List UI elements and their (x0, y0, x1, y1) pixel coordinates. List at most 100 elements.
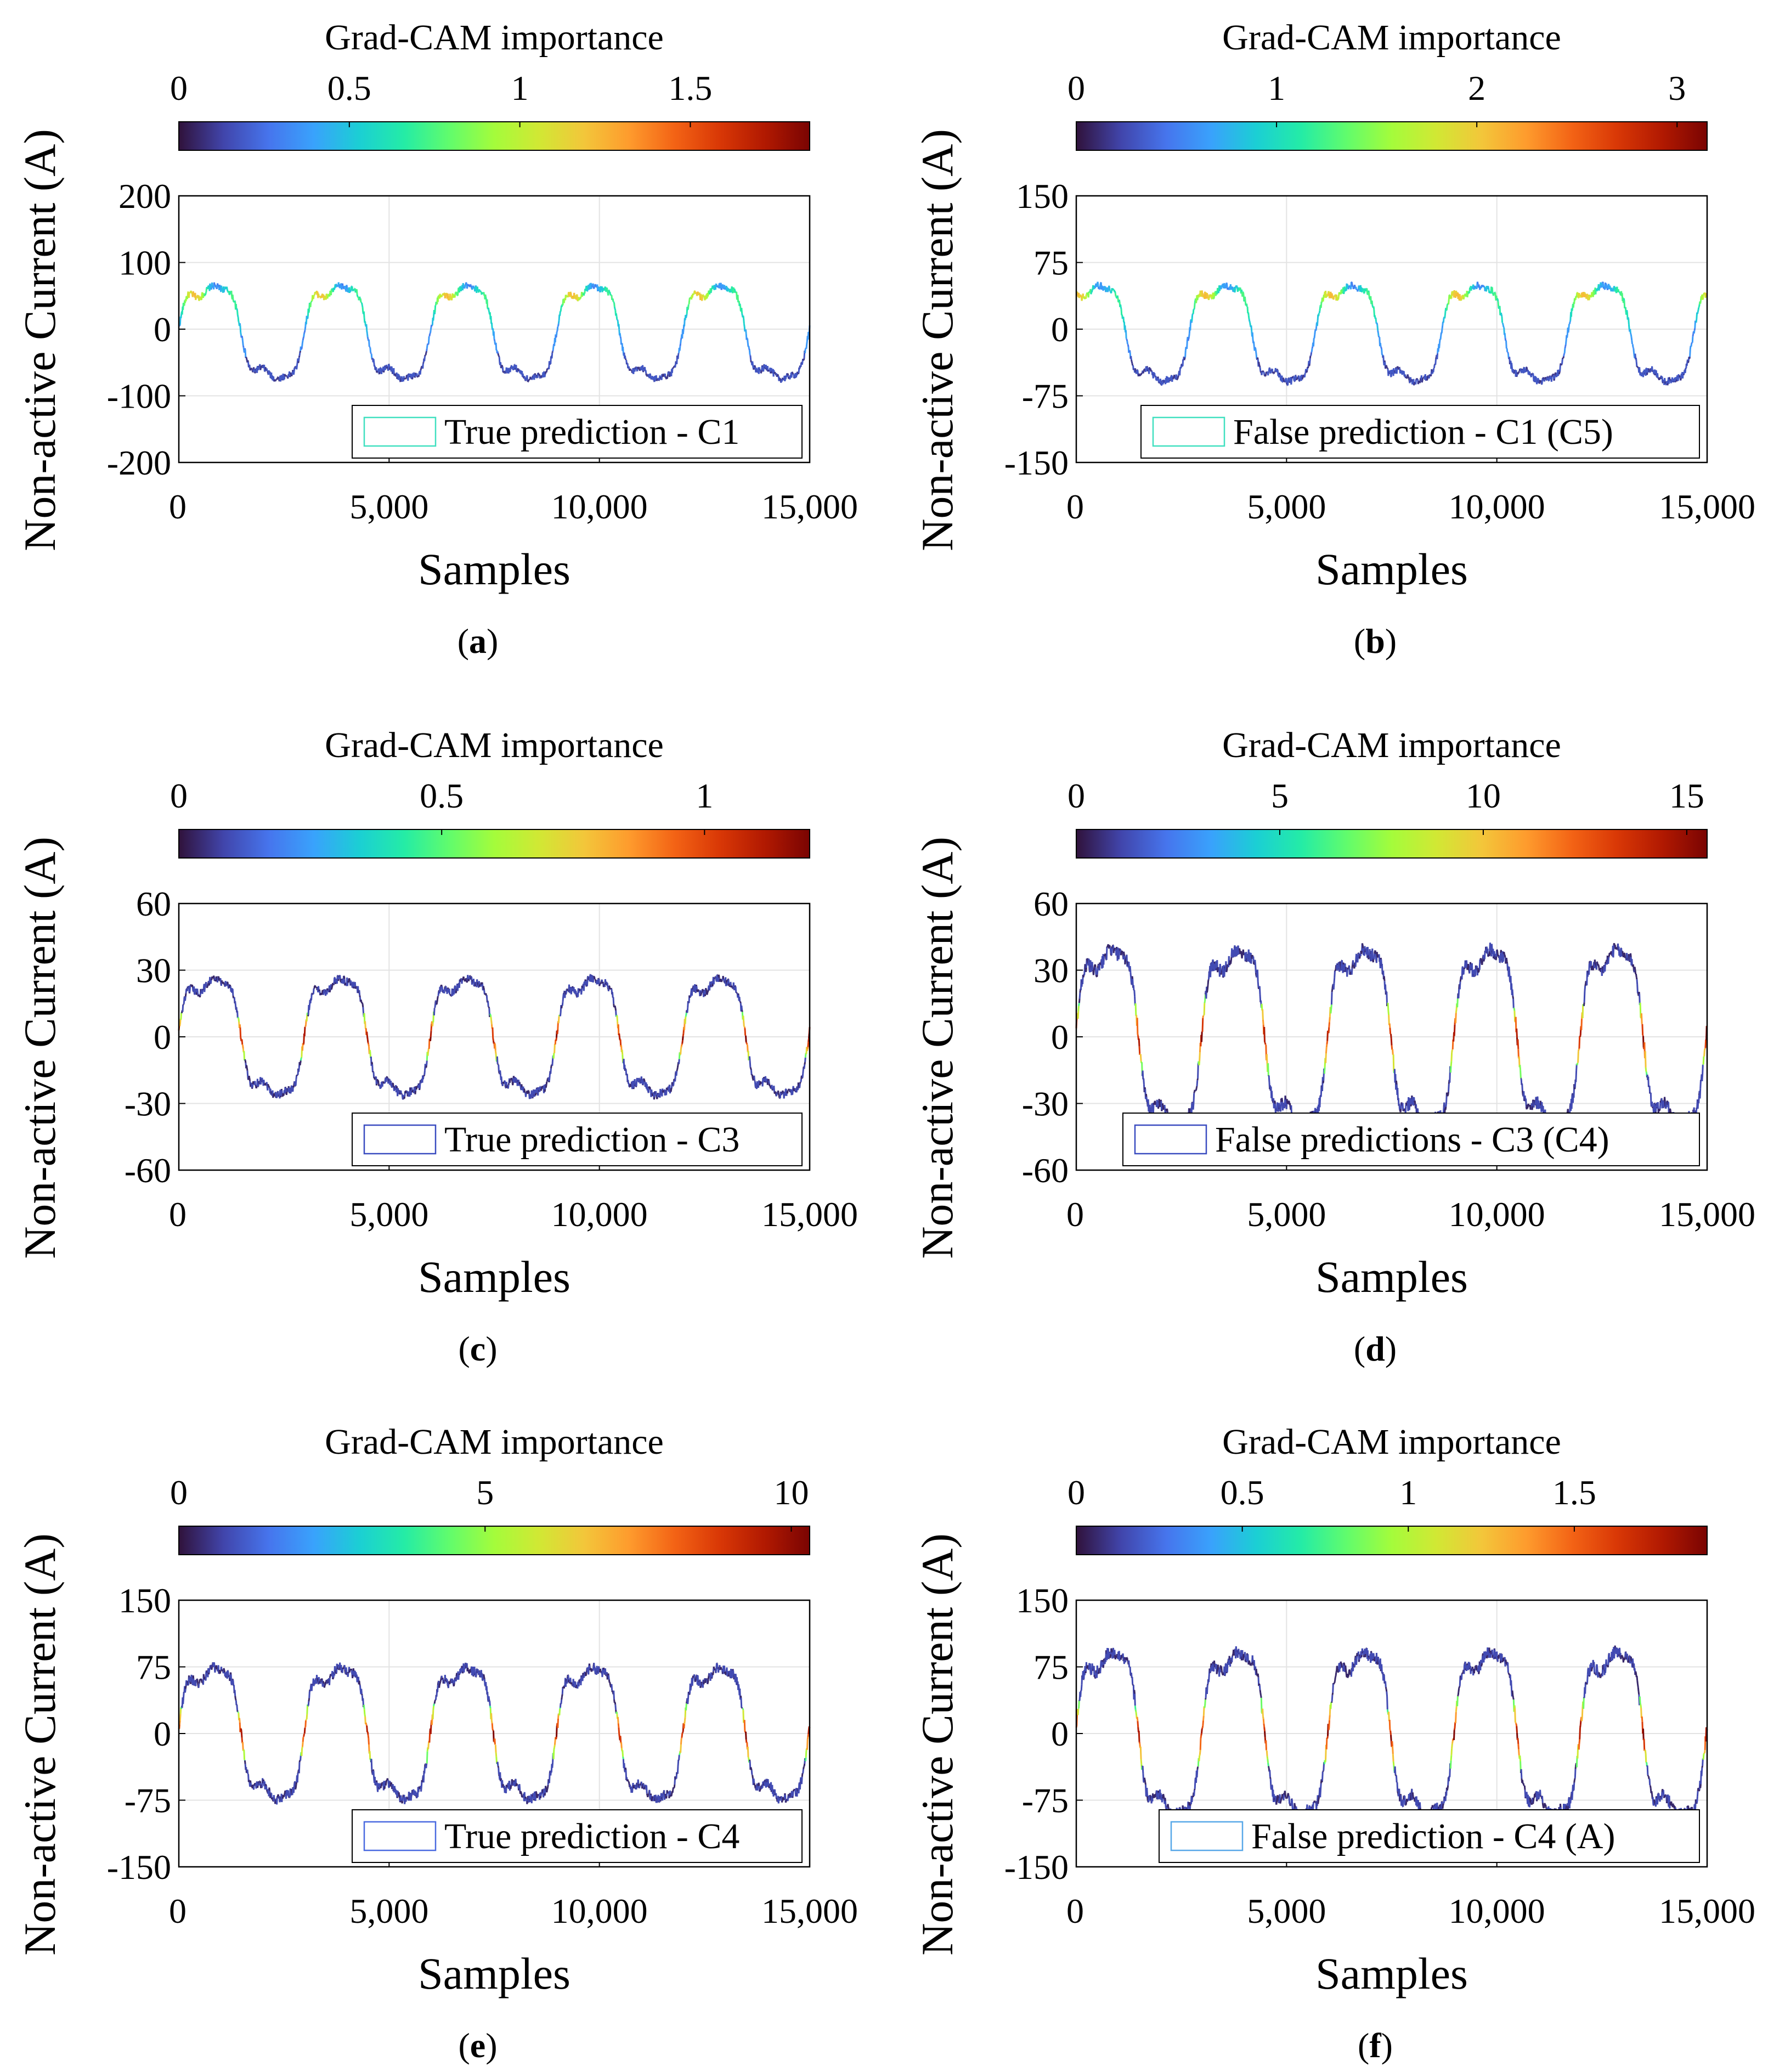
signal-segment (433, 312, 436, 315)
signal-segment (717, 976, 720, 983)
signal-segment (1417, 381, 1420, 385)
signal-segment (299, 1063, 302, 1066)
legend-label: False prediction - C1 (C5) (1233, 412, 1613, 452)
signal-segment (777, 1093, 780, 1096)
signal-segment (188, 992, 191, 994)
signal-segment (427, 343, 430, 345)
signal-segment (1675, 379, 1678, 382)
x-tick-label: 10,000 (1449, 487, 1545, 526)
signal-segment (1296, 376, 1299, 380)
signal-segment (1236, 286, 1239, 289)
signal-segment (1468, 292, 1471, 294)
signal-segment (548, 1075, 551, 1081)
signal-segment (700, 295, 703, 298)
signal-segment (676, 1067, 679, 1070)
signal-segment (318, 989, 321, 991)
signal-segment (285, 1091, 288, 1096)
signal-segment (1077, 1006, 1080, 1012)
signal-segment (223, 288, 226, 291)
panel-caption: (a) (457, 622, 499, 660)
x-tick-label: 15,000 (761, 1195, 858, 1234)
colorbar-tick-label: 0 (170, 69, 188, 108)
signal-segment (1169, 380, 1171, 382)
signal-segment (1207, 979, 1210, 981)
signal-segment (452, 989, 454, 990)
signal-segment (742, 1015, 745, 1021)
signal-segment (1213, 962, 1215, 972)
signal-segment (1648, 369, 1651, 372)
signal-segment (416, 376, 419, 378)
signal-segment (1141, 372, 1143, 374)
signal-segment (1505, 340, 1507, 349)
signal-segment (586, 290, 589, 292)
signal-segment (682, 1036, 684, 1041)
signal-segment (293, 367, 296, 372)
signal-segment (534, 1093, 537, 1096)
signal-segment (1186, 340, 1188, 349)
signal-segment (492, 1038, 494, 1041)
signal-segment (204, 293, 207, 296)
signal-segment (272, 1094, 274, 1098)
signal-segment (484, 294, 487, 298)
colorbar-tick-label: 1 (696, 776, 713, 815)
signal-segment (556, 326, 559, 331)
signal-segment (257, 366, 260, 371)
colorbar-title: Grad-CAM importance (1222, 18, 1561, 58)
signal-segment (1613, 285, 1616, 287)
signal-segment (248, 1075, 251, 1079)
signal-segment (1126, 338, 1128, 340)
signal-segment (697, 989, 700, 991)
signal-segment (666, 376, 669, 379)
signal-segment (276, 1093, 278, 1098)
signal-segment (304, 326, 307, 331)
signal-segment (350, 286, 352, 291)
signal-segment (1689, 349, 1691, 357)
signal-segment (684, 1017, 687, 1024)
signal-segment (1203, 1003, 1206, 1015)
signal-segment (559, 1012, 562, 1017)
signal-segment (1308, 363, 1311, 366)
signal-segment (1195, 300, 1198, 303)
signal-segment (1626, 309, 1628, 313)
signal-segment (264, 370, 266, 372)
y-tick-label: -150 (1004, 443, 1069, 482)
signal-segment (303, 1026, 306, 1036)
signal-segment (448, 989, 451, 995)
signal-segment (1114, 291, 1116, 293)
signal-segment (354, 291, 357, 293)
signal-segment (1379, 342, 1382, 347)
signal-segment (784, 1094, 786, 1096)
signal-segment (419, 370, 422, 375)
signal-segment (370, 353, 373, 359)
signal-segment (1441, 325, 1444, 329)
signal-segment (1690, 343, 1693, 347)
signal-segment (209, 283, 211, 286)
signal-segment (1500, 314, 1503, 317)
signal-segment (1292, 376, 1295, 381)
signal-segment (705, 297, 707, 300)
signal-segment (1406, 376, 1408, 379)
signal-segment (1327, 292, 1329, 296)
signal-segment (255, 1087, 258, 1089)
signal-segment (1232, 291, 1234, 292)
signal-segment (655, 1094, 658, 1097)
signal-segment (1197, 1063, 1199, 1079)
signal-segment (1104, 953, 1107, 957)
signal-segment (210, 287, 213, 290)
signal-segment (449, 995, 452, 997)
signal-segment (1161, 1103, 1164, 1106)
signal-segment (1693, 328, 1696, 331)
signal-segment (1567, 328, 1570, 333)
signal-segment (496, 1056, 499, 1064)
signal-segment (1691, 336, 1694, 343)
signal-segment (1487, 287, 1490, 290)
signal-segment (297, 360, 300, 364)
signal-segment (679, 343, 682, 347)
signal-segment (685, 1012, 687, 1016)
signal-segment (1124, 960, 1127, 965)
signal-segment (1318, 310, 1321, 313)
signal-segment (321, 992, 323, 995)
signal-segment (1674, 381, 1676, 383)
